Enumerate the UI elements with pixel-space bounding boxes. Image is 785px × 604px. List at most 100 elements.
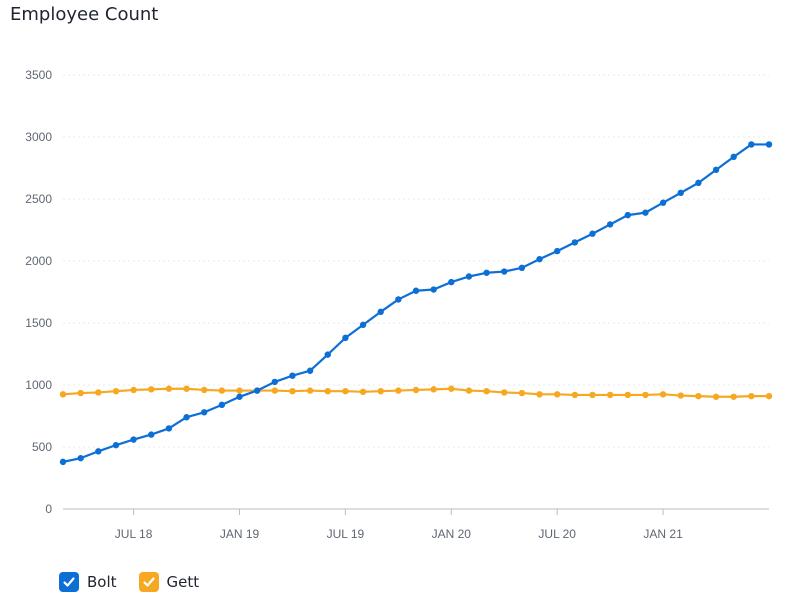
data-point[interactable] bbox=[483, 388, 490, 395]
data-point[interactable] bbox=[253, 387, 261, 394]
data-point[interactable] bbox=[306, 367, 314, 374]
data-point[interactable] bbox=[271, 387, 278, 394]
data-point[interactable] bbox=[218, 401, 226, 409]
data-point[interactable] bbox=[112, 388, 120, 395]
data-point[interactable] bbox=[501, 389, 508, 396]
data-point[interactable] bbox=[359, 388, 367, 396]
data-point[interactable] bbox=[430, 386, 437, 393]
data-point[interactable] bbox=[695, 392, 702, 400]
data-point[interactable] bbox=[289, 372, 296, 379]
x-tick-label: JUL 18 bbox=[115, 527, 153, 541]
data-point[interactable] bbox=[589, 391, 596, 399]
legend-item-gett[interactable]: Gett bbox=[138, 572, 200, 592]
checkbox-icon[interactable] bbox=[138, 572, 159, 592]
data-point[interactable] bbox=[677, 189, 684, 196]
data-point[interactable] bbox=[342, 388, 349, 395]
data-point[interactable] bbox=[236, 387, 243, 394]
y-axis-ticks: 0 500 1000 1500 2000 2500 3000 3500 bbox=[25, 68, 52, 516]
data-point[interactable] bbox=[289, 388, 296, 395]
data-point[interactable] bbox=[518, 264, 526, 272]
data-point[interactable] bbox=[165, 425, 173, 432]
data-point[interactable] bbox=[148, 431, 155, 438]
data-point[interactable] bbox=[606, 391, 614, 399]
legend-item-bolt[interactable]: Bolt bbox=[59, 572, 117, 592]
x-tick-label: JUL 19 bbox=[327, 527, 365, 541]
data-point[interactable] bbox=[730, 393, 737, 400]
data-point[interactable] bbox=[324, 351, 331, 358]
data-point[interactable] bbox=[465, 273, 473, 280]
x-tick-label: JAN 20 bbox=[432, 527, 472, 541]
data-point[interactable] bbox=[59, 391, 67, 398]
data-point[interactable] bbox=[536, 255, 543, 263]
data-point[interactable] bbox=[465, 387, 473, 394]
data-point[interactable] bbox=[589, 230, 596, 237]
data-point[interactable] bbox=[412, 386, 420, 394]
data-point[interactable] bbox=[642, 209, 649, 216]
data-point[interactable] bbox=[324, 388, 331, 395]
data-point[interactable] bbox=[201, 409, 208, 416]
data-point[interactable] bbox=[483, 269, 490, 276]
data-point[interactable] bbox=[95, 448, 102, 455]
data-point[interactable] bbox=[518, 389, 526, 397]
data-point[interactable] bbox=[571, 391, 579, 399]
data-point[interactable] bbox=[642, 391, 649, 399]
data-point[interactable] bbox=[501, 268, 508, 275]
data-point[interactable] bbox=[95, 389, 102, 396]
y-tick-label: 0 bbox=[45, 502, 52, 516]
data-point[interactable] bbox=[677, 392, 684, 399]
data-point[interactable] bbox=[183, 414, 190, 421]
data-point[interactable] bbox=[624, 391, 631, 399]
data-point[interactable] bbox=[748, 392, 755, 400]
data-point[interactable] bbox=[765, 141, 773, 148]
data-point[interactable] bbox=[606, 221, 614, 228]
data-point[interactable] bbox=[659, 391, 667, 398]
data-point[interactable] bbox=[59, 458, 67, 466]
data-point[interactable] bbox=[659, 199, 667, 206]
data-point[interactable] bbox=[571, 239, 579, 246]
data-point[interactable] bbox=[201, 386, 208, 394]
data-point[interactable] bbox=[624, 211, 631, 219]
y-tick-label: 2000 bbox=[25, 254, 52, 268]
data-point[interactable] bbox=[112, 441, 120, 449]
data-point[interactable] bbox=[395, 387, 402, 394]
data-point[interactable] bbox=[218, 387, 226, 394]
data-point[interactable] bbox=[395, 296, 402, 303]
data-point[interactable] bbox=[236, 393, 243, 400]
data-point[interactable] bbox=[748, 141, 755, 148]
data-point[interactable] bbox=[695, 179, 702, 187]
data-point[interactable] bbox=[448, 278, 455, 286]
data-point[interactable] bbox=[183, 385, 190, 392]
y-tick-label: 2500 bbox=[25, 192, 52, 206]
data-point[interactable] bbox=[359, 321, 367, 329]
data-point[interactable] bbox=[130, 386, 137, 394]
data-point[interactable] bbox=[377, 308, 384, 316]
data-point[interactable] bbox=[342, 334, 349, 342]
data-point[interactable] bbox=[536, 391, 543, 398]
data-point[interactable] bbox=[271, 378, 278, 386]
data-point[interactable] bbox=[165, 385, 173, 392]
data-point[interactable] bbox=[730, 153, 737, 161]
data-point[interactable] bbox=[148, 386, 155, 393]
data-point[interactable] bbox=[765, 392, 773, 400]
data-point[interactable] bbox=[448, 385, 455, 392]
data-point[interactable] bbox=[130, 436, 137, 443]
data-point[interactable] bbox=[712, 393, 720, 400]
data-point[interactable] bbox=[430, 286, 437, 293]
data-point[interactable] bbox=[554, 391, 561, 398]
data-point[interactable] bbox=[77, 454, 84, 462]
data-point[interactable] bbox=[554, 247, 561, 255]
x-axis: JUL 18 JAN 19 JUL 19 JAN 20 JUL 20 JAN 21 bbox=[63, 508, 769, 541]
chart-title: Employee Count bbox=[10, 4, 159, 25]
y-tick-label: 500 bbox=[32, 440, 52, 454]
data-point[interactable] bbox=[712, 166, 720, 174]
data-point[interactable] bbox=[306, 387, 314, 394]
series-line bbox=[61, 143, 771, 463]
legend-label: Bolt bbox=[87, 573, 117, 591]
checkbox-icon[interactable] bbox=[59, 572, 79, 592]
data-point[interactable] bbox=[77, 389, 84, 397]
y-tick-label: 3000 bbox=[25, 130, 52, 144]
series-gett bbox=[59, 385, 773, 400]
data-point[interactable] bbox=[377, 388, 384, 395]
legend-label: Gett bbox=[166, 573, 200, 591]
data-point[interactable] bbox=[412, 287, 420, 294]
